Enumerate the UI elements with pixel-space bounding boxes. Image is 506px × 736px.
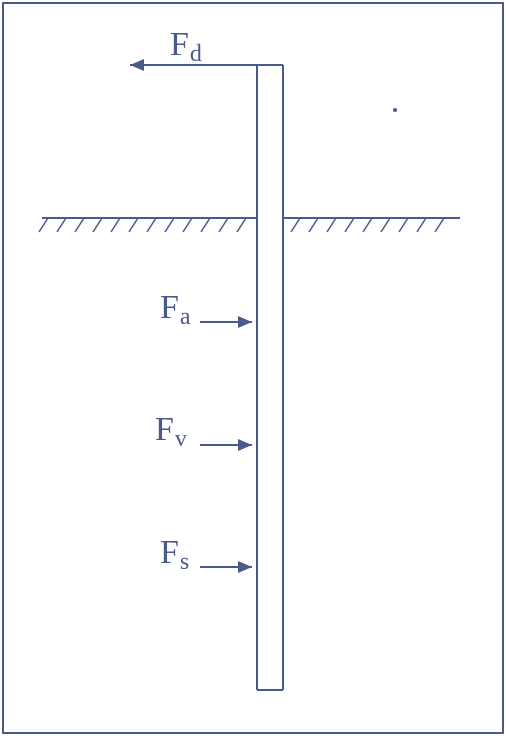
reference-dot xyxy=(393,108,397,112)
